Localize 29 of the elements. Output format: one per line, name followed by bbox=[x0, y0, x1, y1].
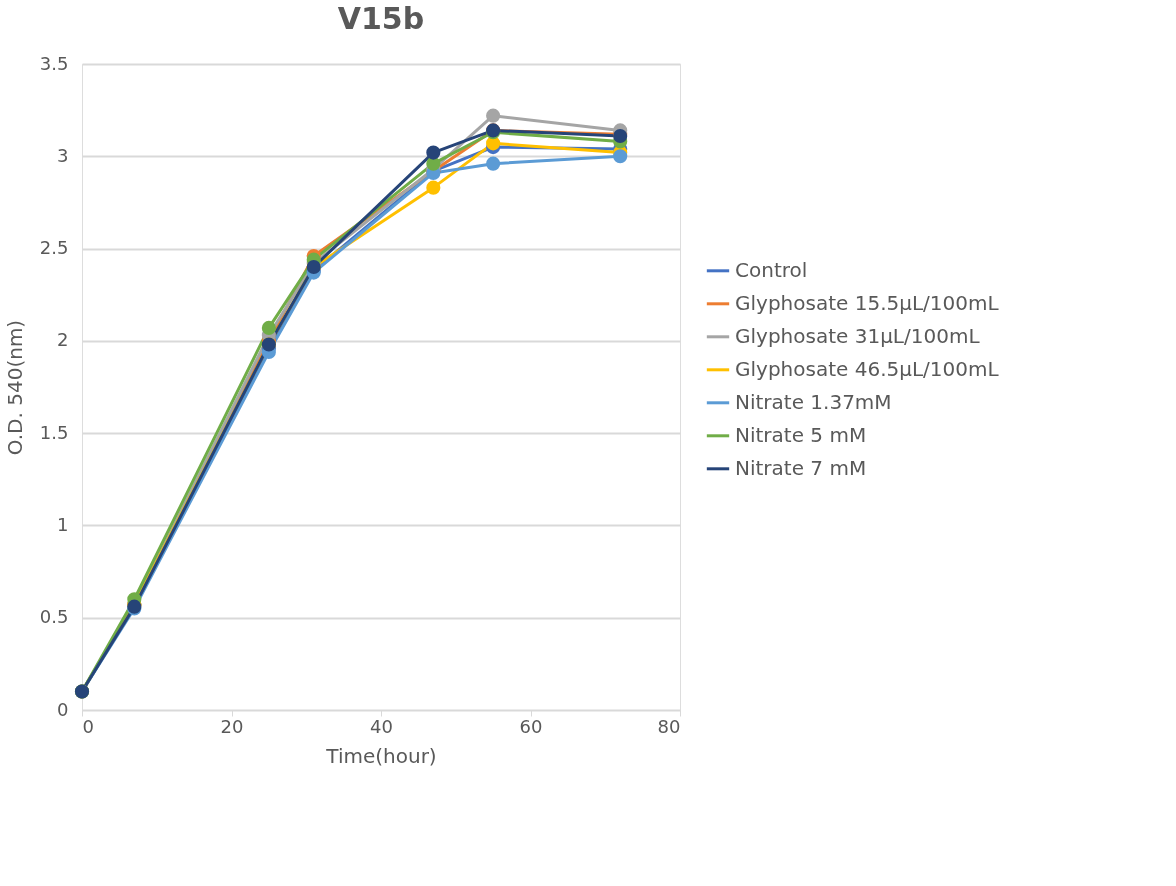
y-axis-title: O.D. 540(nm) bbox=[2, 319, 27, 456]
y-tick-label: 1.5 bbox=[39, 421, 69, 443]
chart-title: V15b bbox=[337, 1, 425, 36]
point bbox=[486, 108, 501, 123]
x-tick-label: 0 bbox=[82, 715, 94, 737]
legend-label: Nitrate 1.37mM bbox=[735, 389, 892, 414]
legend-label: Nitrate 7 mM bbox=[735, 455, 867, 480]
point bbox=[613, 149, 628, 164]
point bbox=[261, 320, 276, 335]
x-tick-label: 60 bbox=[519, 715, 543, 737]
x-tick-label: 40 bbox=[370, 715, 393, 737]
y-tick-label: 1 bbox=[57, 513, 69, 535]
legend-label: Nitrate 5 mM bbox=[735, 422, 867, 447]
y-tick-label: 2 bbox=[57, 329, 69, 351]
y-tick-label: 0 bbox=[57, 698, 69, 720]
legend-label: Glyphosate 31µL/100mL bbox=[735, 323, 981, 348]
point bbox=[426, 180, 441, 195]
y-tick-label: 2.5 bbox=[39, 237, 69, 259]
legend-label: Glyphosate 46.5µL/100mL bbox=[735, 356, 1000, 381]
legend-label: Control bbox=[735, 257, 808, 282]
y-tick-label: 3.5 bbox=[39, 52, 69, 74]
x-axis-title: Time(hour) bbox=[325, 743, 437, 768]
point bbox=[486, 156, 501, 171]
x-tick-label: 80 bbox=[657, 715, 681, 737]
legend-label: Glyphosate 15.5µL/100mL bbox=[735, 290, 1000, 315]
x-tick-label: 20 bbox=[220, 715, 244, 737]
y-tick-label: 3 bbox=[57, 144, 69, 166]
y-tick-label: 0.5 bbox=[39, 606, 69, 628]
point bbox=[426, 145, 441, 160]
